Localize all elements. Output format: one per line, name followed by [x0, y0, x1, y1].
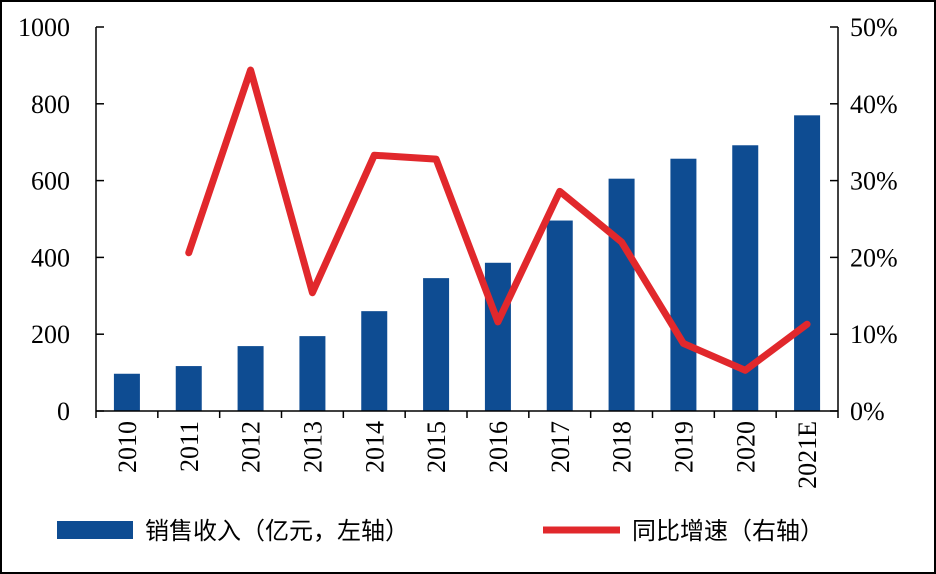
bar-2011	[175, 366, 202, 411]
growth-point-2016	[497, 321, 499, 323]
growth-point-2012	[250, 69, 252, 71]
bar-2019	[670, 158, 697, 411]
x-tick-label-2019: 2019	[669, 421, 698, 473]
left-tick-label: 0	[57, 397, 70, 426]
x-tick-label-2010: 2010	[113, 421, 142, 473]
x-tick-label-2012: 2012	[237, 421, 266, 473]
x-tick-label-2021E: 2021E	[793, 421, 822, 489]
right-tick-label: 30%	[850, 167, 898, 196]
right-tick-label: 0%	[850, 397, 885, 426]
bar-2015	[423, 278, 450, 411]
bar-2021E	[794, 115, 821, 411]
right-tick-label: 10%	[850, 320, 898, 349]
growth-line	[185, 66, 811, 374]
growth-point-2013	[311, 292, 313, 294]
right-tick-label: 40%	[850, 90, 898, 119]
growth-point-2015	[435, 158, 437, 160]
growth-point-2018	[621, 241, 623, 243]
left-axis-ticks: 0 200 400 600 800 1000	[18, 13, 104, 426]
bar-2014	[361, 311, 388, 411]
right-tick-label: 20%	[850, 243, 898, 272]
bar-series	[113, 115, 821, 411]
growth-point-2017	[559, 190, 561, 192]
x-tick-label-2015: 2015	[422, 421, 451, 473]
x-axis-ticks: 2010 2011 2012 2013 2014 2015 2016 2017 2018 2019…	[95, 411, 839, 489]
bar-2010	[113, 373, 140, 411]
growth-point-2011	[188, 252, 190, 254]
legend-label-growth: 同比增速（右轴）	[632, 517, 824, 545]
left-tick-label: 600	[31, 167, 70, 196]
left-tick-label: 800	[31, 90, 70, 119]
bar-2013	[299, 336, 326, 411]
line-series	[185, 66, 811, 374]
growth-point-2021E	[806, 323, 808, 325]
x-tick-label-2013: 2013	[298, 421, 327, 473]
bar-2018	[608, 178, 635, 411]
x-tick-label-2017: 2017	[546, 421, 575, 473]
x-tick-label-2018: 2018	[608, 421, 637, 473]
legend-label-revenue: 销售收入（亿元，左轴）	[145, 517, 409, 545]
x-tick-label-2016: 2016	[484, 421, 513, 473]
legend-bar-swatch	[57, 521, 133, 539]
right-axis-ticks: 0% 10% 20% 30% 40% 50%	[830, 13, 898, 426]
bar-2012	[237, 346, 264, 411]
growth-point-2014	[373, 154, 375, 156]
legend: 销售收入（亿元，左轴） 同比增速（右轴）	[57, 517, 824, 545]
growth-point-2019	[682, 342, 684, 344]
bar-2017	[546, 220, 573, 411]
left-tick-label: 400	[31, 243, 70, 272]
growth-point-2020	[744, 369, 746, 371]
left-tick-label: 1000	[18, 13, 70, 42]
x-tick-label-2011: 2011	[175, 421, 204, 472]
x-tick-label-2014: 2014	[360, 421, 389, 473]
left-tick-label: 200	[31, 320, 70, 349]
right-tick-label: 50%	[850, 13, 898, 42]
bar-2016	[484, 262, 511, 411]
x-tick-label-2020: 2020	[731, 421, 760, 473]
